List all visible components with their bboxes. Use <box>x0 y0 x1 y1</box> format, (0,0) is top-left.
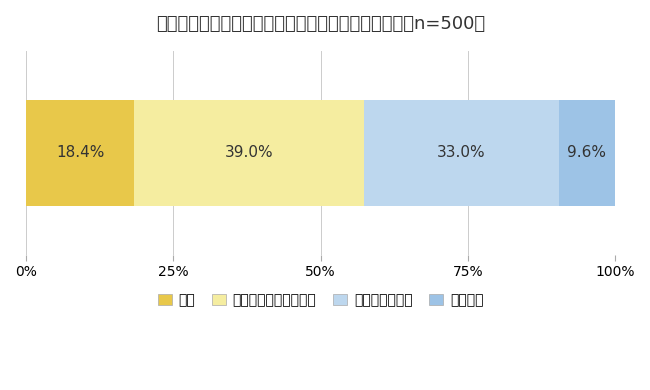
Title: 今後、無期雇用の派遣社員として働きたいと思うか（n=500）: 今後、無期雇用の派遣社員として働きたいと思うか（n=500） <box>156 15 485 33</box>
Bar <box>364 100 559 206</box>
Bar <box>135 100 364 206</box>
Text: 39.0%: 39.0% <box>225 145 274 160</box>
Text: 9.6%: 9.6% <box>567 145 606 160</box>
Text: 33.0%: 33.0% <box>437 145 486 160</box>
Text: 18.4%: 18.4% <box>56 145 105 160</box>
Bar <box>26 100 135 206</box>
Bar <box>559 100 616 206</box>
Legend: 思う, どちらかといえば思う, あまり思わない, 思わない: 思う, どちらかといえば思う, あまり思わない, 思わない <box>152 288 489 313</box>
